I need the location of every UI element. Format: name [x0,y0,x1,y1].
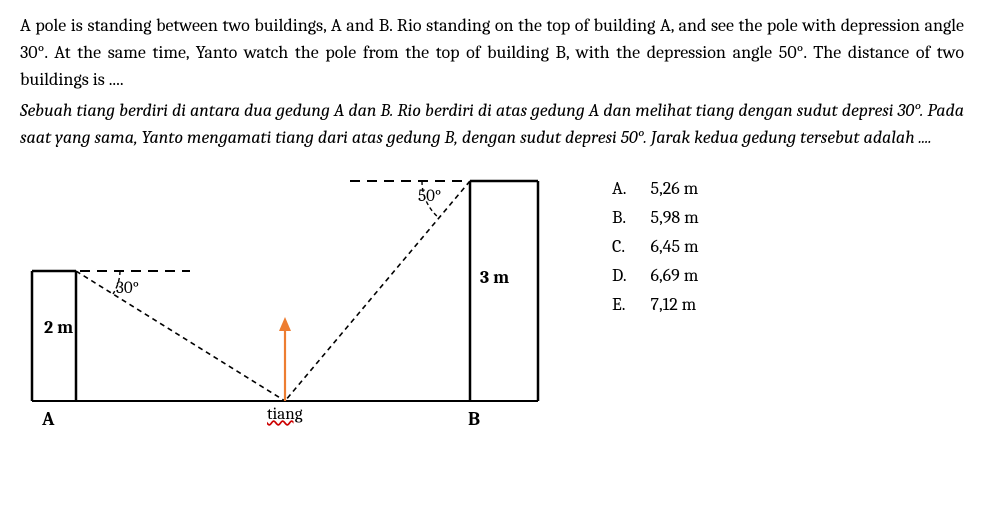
sightline-b [285,181,470,401]
building-b-label: B [468,408,480,430]
answer-letter: E. [612,291,649,318]
answer-value: 6,45 m [651,233,721,260]
answer-value: 5,26 m [651,175,721,202]
problem-id: Sebuah tiang berdiri di antara dua gedun… [20,97,964,151]
answer-letter: C. [612,233,649,260]
problem-en: A pole is standing between two buildings… [20,12,964,93]
answer-value: 5,98 m [651,204,721,231]
sightline-a [76,271,285,401]
content-row: 2 m 3 m 30° 50° A B tiang A. 5,26 m B. 5… [20,163,964,433]
answer-choices: A. 5,26 m B. 5,98 m C. 6,45 m D. 6,69 m … [610,173,723,320]
answer-row: B. 5,98 m [612,204,721,231]
height-b-label: 3 m [480,267,509,288]
answer-row: D. 6,69 m [612,262,721,289]
angle-a-label: 30° [116,279,139,298]
diagram-svg: 2 m 3 m 30° 50° A B [20,163,550,433]
pole-arrowhead [279,317,291,331]
answer-row: A. 5,26 m [612,175,721,202]
answer-letter: B. [612,204,649,231]
answer-value: 7,12 m [651,291,721,318]
diagram: 2 m 3 m 30° 50° A B tiang [20,163,550,433]
height-a-label: 2 m [44,317,73,338]
pole-label: tiang [267,405,303,424]
answer-row: E. 7,12 m [612,291,721,318]
answer-letter: A. [612,175,649,202]
answer-value: 6,69 m [651,262,721,289]
answer-letter: D. [612,262,649,289]
angle-b-label: 50° [418,187,441,206]
answer-row: C. 6,45 m [612,233,721,260]
building-a-label: A [41,408,55,430]
